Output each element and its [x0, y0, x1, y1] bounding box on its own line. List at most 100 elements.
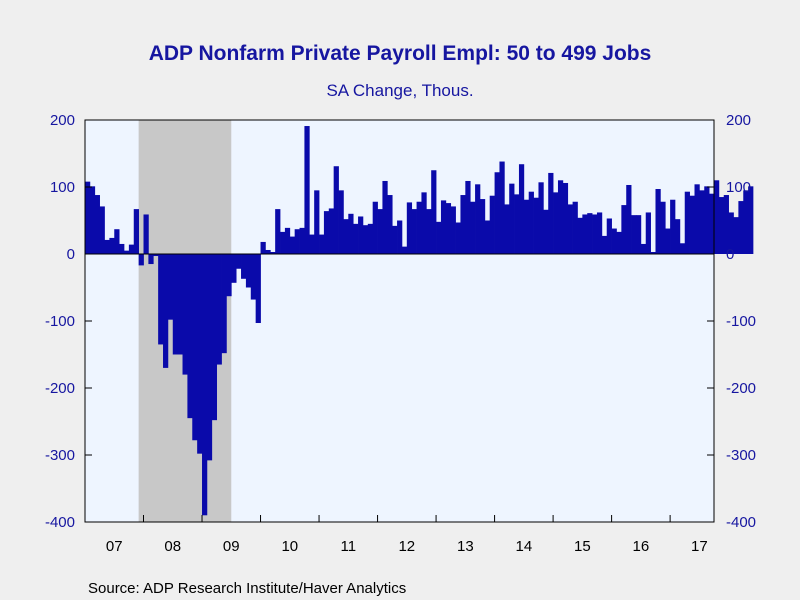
bar	[528, 191, 534, 254]
bar	[470, 201, 476, 254]
source-note: Source: ADP Research Institute/Haver Ana…	[88, 580, 406, 597]
y-tick-label: -400	[45, 514, 75, 531]
y-tick-label: -300	[45, 447, 75, 464]
bar	[748, 186, 754, 254]
bar	[445, 203, 452, 254]
bar	[182, 254, 188, 375]
bar	[304, 126, 310, 254]
bar	[231, 254, 237, 283]
bar	[475, 184, 481, 254]
x-tick-label: 16	[633, 538, 650, 555]
bar	[557, 180, 564, 254]
bar	[314, 190, 320, 254]
bar	[397, 220, 403, 254]
bar	[543, 209, 549, 254]
bar	[401, 246, 408, 254]
bar	[353, 223, 359, 254]
bar	[284, 227, 291, 254]
bar	[635, 215, 642, 254]
bar	[626, 184, 632, 254]
bar	[611, 228, 617, 254]
bar	[606, 218, 612, 254]
bar	[738, 201, 744, 254]
bar	[689, 195, 695, 254]
bar	[328, 208, 335, 254]
bar	[343, 219, 349, 254]
bar	[348, 213, 354, 254]
bar	[392, 225, 398, 254]
y-tick-label: -100	[726, 313, 756, 330]
chart-subtitle: SA Change, Thous.	[326, 81, 473, 100]
bar	[592, 214, 598, 254]
bar	[226, 254, 232, 297]
bar	[674, 219, 681, 254]
bar	[709, 193, 715, 254]
bar	[665, 228, 671, 254]
bar	[440, 200, 447, 254]
bar	[323, 211, 330, 254]
bar	[280, 231, 286, 254]
y-tick-label: 100	[50, 179, 75, 196]
y-tick-label: -400	[726, 514, 756, 531]
bar	[114, 229, 120, 254]
x-tick-label: 17	[691, 538, 708, 555]
bar	[167, 254, 174, 320]
bar	[294, 229, 300, 254]
bar	[562, 182, 569, 254]
y-tick-label: 100	[726, 179, 751, 196]
bar	[684, 191, 690, 254]
bar	[514, 194, 520, 254]
bar	[411, 209, 417, 254]
bar	[197, 254, 203, 454]
y-tick-label: 200	[50, 112, 75, 129]
bar	[358, 216, 364, 254]
y-axis-left: 200 100 0 -100 -200 -300 -400	[45, 112, 92, 531]
bar	[718, 197, 725, 254]
y-tick-label: -200	[45, 380, 75, 397]
bar	[694, 184, 700, 254]
bar	[699, 190, 705, 254]
bar	[426, 209, 432, 254]
bar	[367, 223, 374, 254]
bar	[319, 234, 325, 254]
y-tick-label: -100	[45, 313, 75, 330]
bar	[670, 199, 676, 254]
x-tick-label: 13	[457, 538, 474, 555]
bar	[260, 241, 266, 254]
y-tick-label: -300	[726, 447, 756, 464]
bar	[299, 227, 305, 254]
bar	[85, 181, 91, 254]
bar	[548, 172, 554, 254]
bar	[460, 195, 466, 254]
bar	[650, 251, 656, 254]
bar	[704, 186, 710, 254]
bar	[377, 209, 383, 254]
bar	[587, 213, 593, 254]
bar	[216, 254, 222, 365]
bar	[275, 209, 281, 254]
bar	[455, 222, 461, 254]
bar	[679, 243, 686, 254]
y-axis-right: 200 100 0 -100 -200 -300 -400	[707, 112, 756, 531]
bar	[289, 236, 296, 254]
bar	[202, 254, 208, 516]
bar	[723, 195, 729, 254]
bar	[138, 254, 144, 266]
bar	[250, 254, 257, 300]
x-tick-label: 09	[223, 538, 240, 555]
x-tick-label: 10	[281, 538, 298, 555]
bar	[143, 214, 149, 254]
bar	[553, 192, 559, 254]
y-tick-label: 0	[67, 246, 75, 263]
y-tick-label: -200	[726, 380, 756, 397]
bar	[265, 249, 271, 254]
bar	[221, 254, 227, 354]
bar	[567, 204, 573, 254]
x-tick-label: 11	[341, 538, 357, 555]
bar	[504, 204, 510, 254]
bar	[372, 201, 378, 254]
bar	[538, 182, 544, 254]
bar	[206, 254, 213, 461]
bar	[338, 190, 344, 254]
bar	[153, 254, 159, 257]
